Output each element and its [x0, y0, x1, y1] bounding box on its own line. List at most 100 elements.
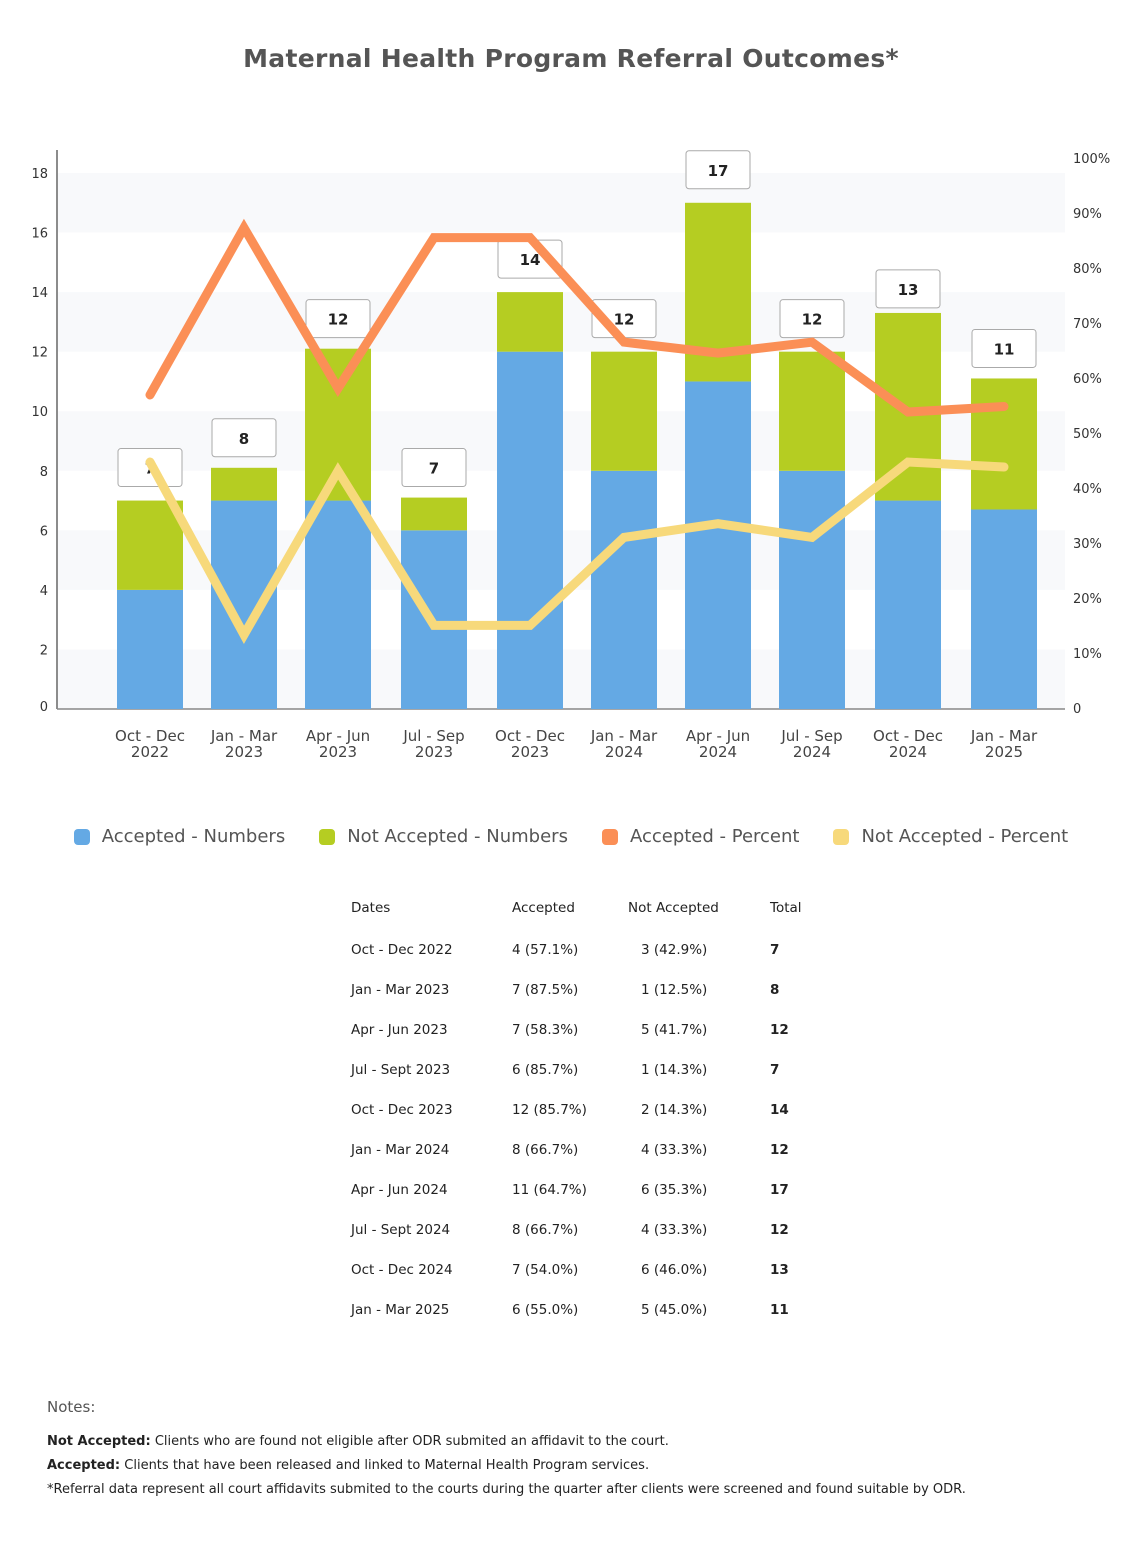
table-header: Dates	[351, 900, 391, 916]
x-tick-label-year: 2024	[699, 743, 737, 761]
table-cell-not-accepted: 3 (42.9%)	[641, 942, 708, 958]
x-tick-label: Oct - Dec	[873, 727, 943, 745]
table-cell-not-accepted: 1 (12.5%)	[641, 982, 708, 998]
y-tick-label-right: 30%	[1073, 537, 1102, 552]
bar-not-accepted	[971, 378, 1037, 510]
table-row: Oct - Dec 2023 12 (85.7%) 2 (14.3%) 14	[338, 1102, 815, 1142]
y-tick-label-left: 12	[31, 346, 48, 361]
x-tick-label: Apr - Jun	[306, 727, 370, 745]
x-tick-label: Jan - Mar	[210, 727, 278, 745]
total-label: 14	[520, 251, 541, 269]
table-cell-total: 14	[770, 1102, 789, 1118]
legend-item-accepted-numbers[interactable]: Accepted - Numbers	[73, 826, 286, 847]
legend-item-accepted-percent[interactable]: Accepted - Percent	[601, 826, 800, 847]
table-row: Oct - Dec 2022 4 (57.1%) 3 (42.9%) 7	[338, 942, 815, 982]
y-tick-label-left: 16	[31, 227, 48, 242]
x-tick-label: Jan - Mar	[970, 727, 1038, 745]
y-tick-label-right: 90%	[1073, 207, 1102, 222]
note-footnote: *Referral data represent all court affid…	[47, 1482, 966, 1497]
total-label-box	[401, 448, 467, 488]
legend-label: Accepted - Percent	[629, 826, 800, 847]
table-cell-accepted: 8 (66.7%)	[512, 1222, 579, 1238]
bar-accepted	[211, 500, 277, 709]
bar-accepted	[971, 509, 1037, 709]
y-tick-label-left: 2	[40, 643, 48, 658]
table-cell-total: 17	[770, 1182, 789, 1198]
y-tick-label-right: 80%	[1073, 262, 1102, 277]
x-tick-label: Jul - Sep	[780, 727, 842, 745]
table-cell-date: Oct - Dec 2022	[351, 942, 453, 958]
y-tick-label-left: 6	[40, 524, 48, 539]
table-header: Total	[770, 900, 802, 916]
y-tick-label-left: 0	[40, 700, 48, 715]
y-tick-label-left: 8	[40, 465, 48, 480]
total-label: 13	[898, 281, 919, 299]
table-cell-not-accepted: 5 (45.0%)	[641, 1302, 708, 1318]
y-tick-label-right: 10%	[1073, 647, 1102, 662]
table-cell-accepted: 7 (58.3%)	[512, 1022, 579, 1038]
table-cell-date: Apr - Jun 2024	[351, 1182, 448, 1198]
chart-title: Maternal Health Program Referral Outcome…	[243, 44, 899, 73]
table-cell-total: 12	[770, 1142, 789, 1158]
table-cell-accepted: 4 (57.1%)	[512, 942, 579, 958]
total-label: 7	[429, 460, 439, 478]
y-tick-label-left: 4	[40, 584, 48, 599]
y-tick-label-right: 0	[1073, 702, 1081, 717]
total-label-box	[875, 269, 941, 309]
table-row: Oct - Dec 2024 7 (54.0%) 6 (46.0%) 13	[338, 1262, 815, 1302]
legend-label: Accepted - Numbers	[101, 826, 286, 847]
table-row: Jan - Mar 2023 7 (87.5%) 1 (12.5%) 8	[338, 982, 815, 1022]
y-tick-label-left: 10	[31, 405, 48, 420]
table-row: Jul - Sept 2024 8 (66.7%) 4 (33.3%) 12	[338, 1222, 815, 1262]
table-cell-not-accepted: 4 (33.3%)	[641, 1142, 708, 1158]
table-cell-not-accepted: 6 (35.3%)	[641, 1182, 708, 1198]
x-tick-label-year: 2023	[225, 743, 263, 761]
legend-swatch-not-accepted-numbers	[319, 828, 336, 845]
note-text: Clients who are found not eligible after…	[150, 1434, 669, 1449]
total-label: 12	[802, 311, 823, 329]
y-tick-label-right: 20%	[1073, 592, 1102, 607]
total-label-box	[211, 418, 277, 458]
grid-band	[58, 173, 1065, 233]
note-accepted: Accepted: Clients that have been release…	[47, 1458, 1107, 1474]
legend-label: Not Accepted - Percent	[861, 826, 1069, 847]
table-cell-total: 8	[770, 982, 780, 998]
bar-not-accepted	[591, 351, 657, 471]
legend-swatch-not-accepted-percent	[833, 828, 850, 845]
y-tick-label-right: 40%	[1073, 482, 1102, 497]
table-row: Apr - Jun 2024 11 (64.7%) 6 (35.3%) 17	[338, 1182, 815, 1222]
legend-swatch-accepted-numbers	[73, 828, 90, 845]
table-cell-date: Jul - Sept 2024	[351, 1222, 451, 1238]
y-tick-label-right: 60%	[1073, 372, 1102, 387]
y-tick-label-left: 18	[31, 167, 48, 182]
bar-not-accepted	[497, 292, 563, 352]
table-cell-accepted: 12 (85.7%)	[512, 1102, 587, 1118]
notes: Notes: Not Accepted: Clients who are fou…	[47, 1398, 1107, 1506]
note-text: Clients that have been released and link…	[120, 1458, 650, 1473]
bar-accepted	[779, 470, 845, 709]
line-not-accepted-percent	[145, 457, 1009, 644]
table-cell-not-accepted: 2 (14.3%)	[641, 1102, 708, 1118]
table-row: Apr - Jun 2023 7 (58.3%) 5 (41.7%) 12	[338, 1022, 815, 1062]
table-header: Not Accepted	[628, 900, 719, 916]
table-cell-date: Apr - Jun 2023	[351, 1022, 448, 1038]
table-cell-total: 13	[770, 1262, 789, 1278]
table-cell-total: 12	[770, 1222, 789, 1238]
bar-accepted	[685, 381, 751, 709]
legend-item-not-accepted-percent[interactable]: Not Accepted - Percent	[833, 826, 1068, 847]
table-cell-not-accepted: 6 (46.0%)	[641, 1262, 708, 1278]
table-cell-total: 12	[770, 1022, 789, 1038]
legend-item-not-accepted-numbers[interactable]: Not Accepted - Numbers	[319, 826, 568, 847]
table-cell-accepted: 6 (85.7%)	[512, 1062, 579, 1078]
table-row: Jan - Mar 2024 8 (66.7%) 4 (33.3%) 12	[338, 1142, 815, 1182]
table-cell-date: Jul - Sept 2023	[351, 1062, 451, 1078]
x-tick-label: Apr - Jun	[686, 727, 750, 745]
x-tick-label: Oct - Dec	[115, 727, 185, 745]
table-cell-date: Oct - Dec 2023	[351, 1102, 453, 1118]
table-row: Jan - Mar 2025 6 (55.0%) 5 (45.0%) 11	[338, 1302, 815, 1342]
chart: 0 2 4 6 8 10 12 14 16 18 0 10% 20% 30% 40% 50% 60% 70% 80%…	[31, 150, 1110, 761]
bar-accepted	[591, 470, 657, 709]
bar-not-accepted	[401, 497, 467, 531]
bar-accepted	[497, 351, 563, 709]
bar-accepted	[305, 500, 371, 709]
